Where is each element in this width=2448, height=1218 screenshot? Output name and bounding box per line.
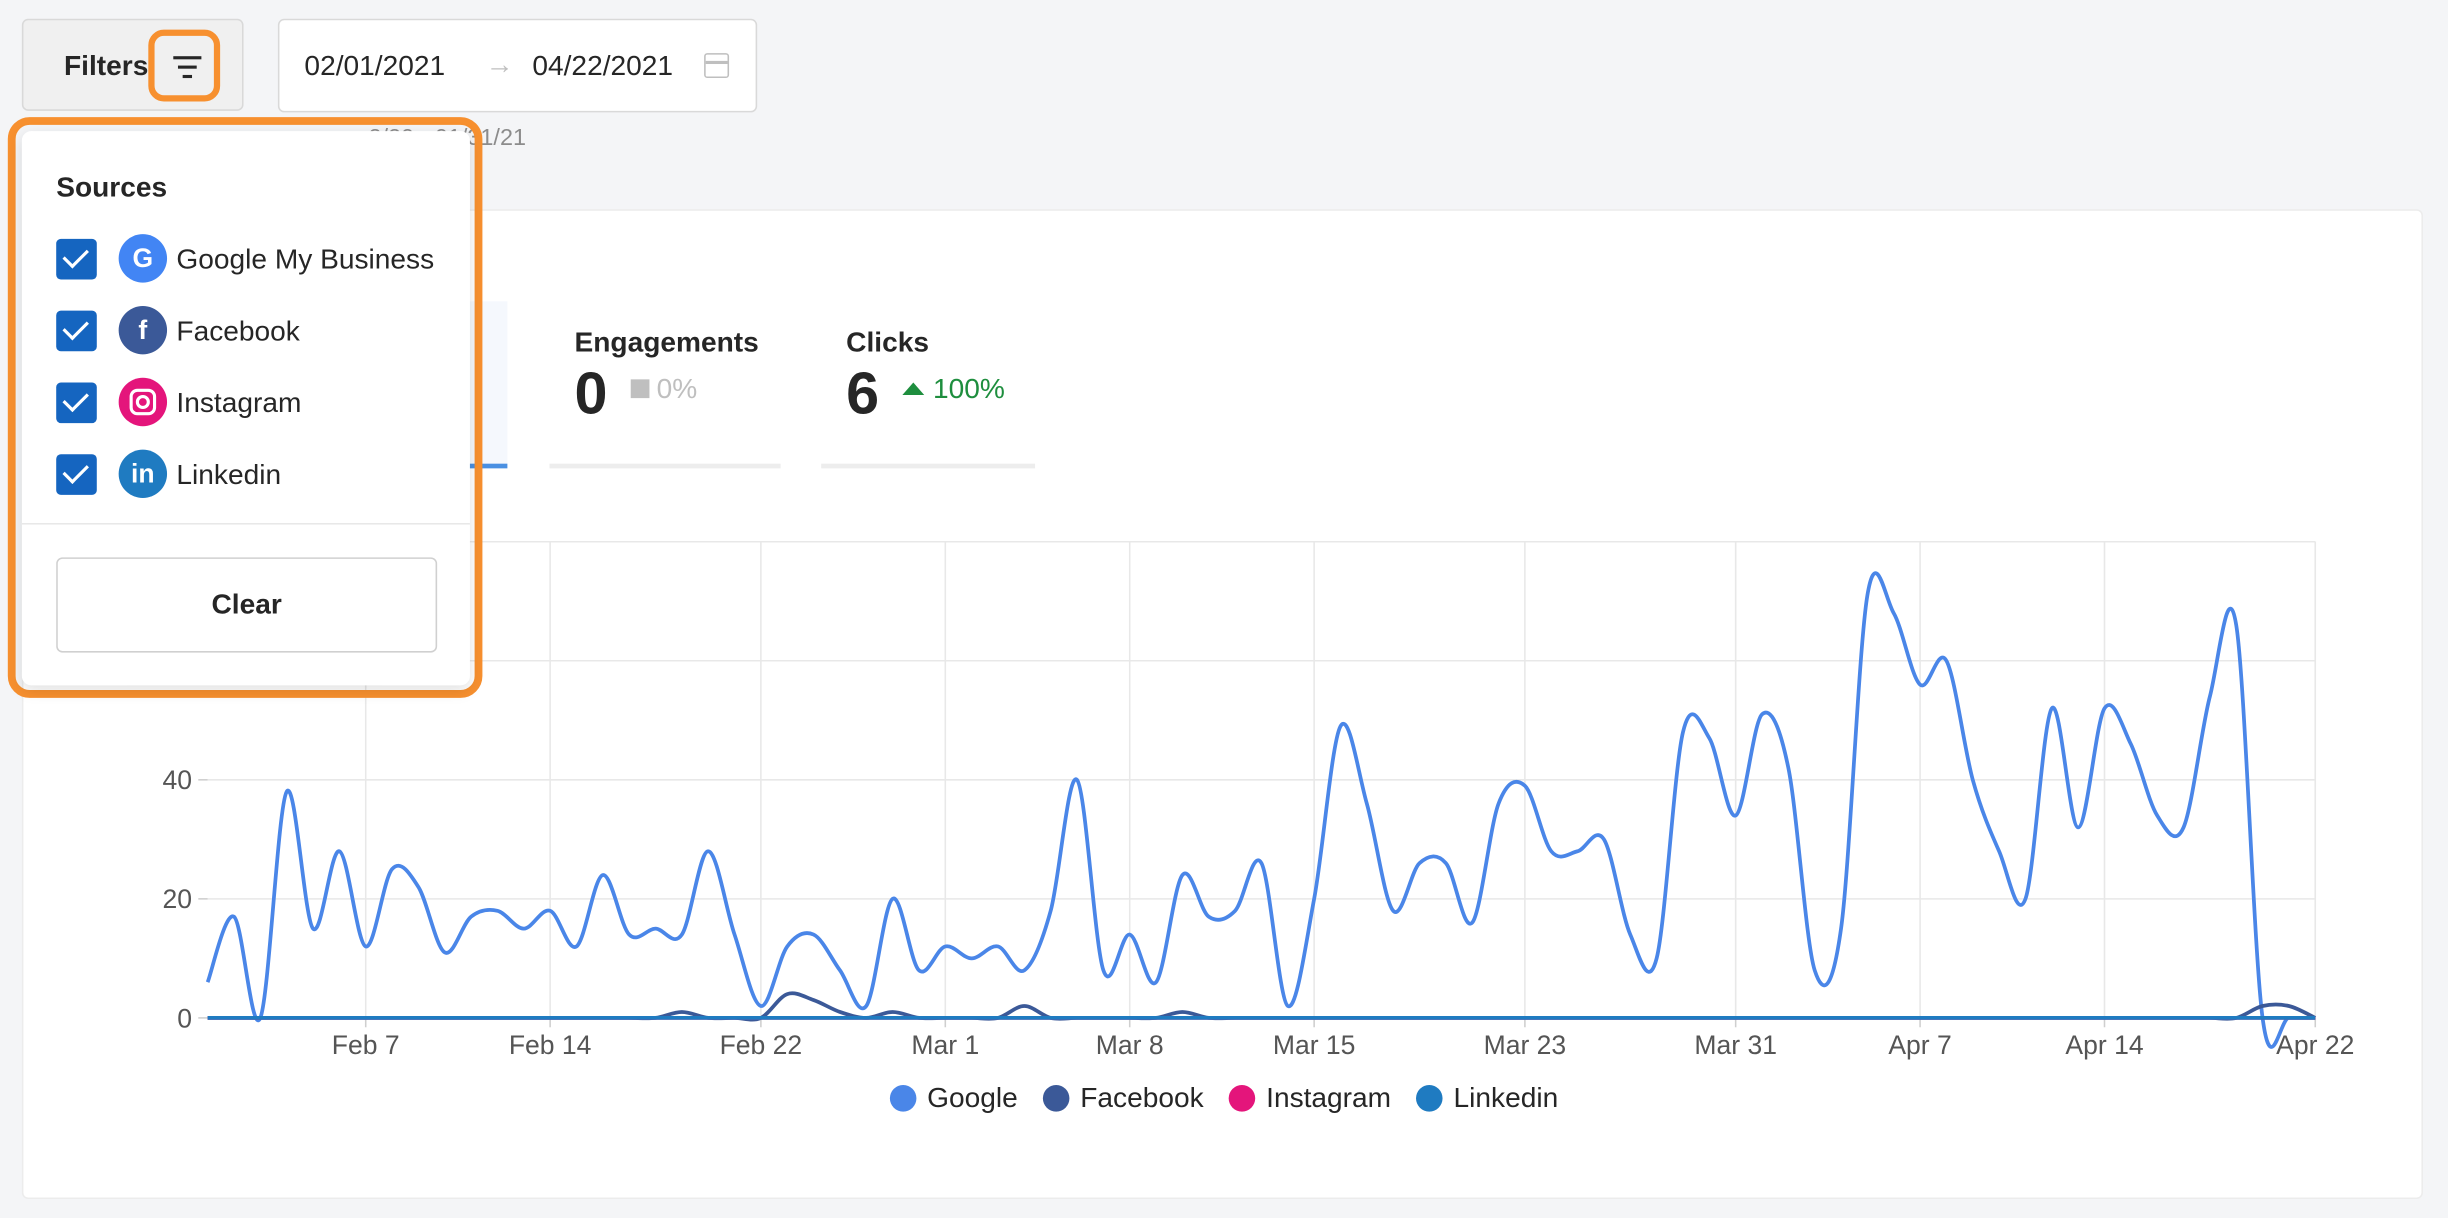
source-label: Google My Business bbox=[176, 243, 435, 275]
source-option-linkedin[interactable]: in Linkedin bbox=[56, 449, 462, 499]
checkbox-google[interactable] bbox=[56, 238, 97, 280]
x-tick-label: Mar 23 bbox=[1484, 1030, 1567, 1060]
x-tick-label: Mar 8 bbox=[1096, 1030, 1164, 1060]
legend-item-facebook[interactable]: Facebook bbox=[1042, 1081, 1204, 1115]
source-option-google[interactable]: G Google My Business bbox=[56, 234, 462, 283]
metric-engagements[interactable]: Engagements 0 0% bbox=[575, 326, 759, 429]
x-tick-label: Apr 22 bbox=[2276, 1030, 2354, 1060]
filters-label: Filters bbox=[64, 49, 149, 82]
metric-label: Clicks bbox=[846, 326, 929, 358]
metric-change: 100% bbox=[901, 373, 1005, 406]
checkbox-instagram[interactable] bbox=[56, 382, 97, 424]
legend-dot bbox=[1042, 1085, 1070, 1112]
arrow-up-icon bbox=[901, 382, 924, 395]
legend-dot bbox=[1228, 1085, 1256, 1112]
x-tick-label: Feb 22 bbox=[720, 1030, 803, 1060]
checkbox-facebook[interactable] bbox=[56, 310, 97, 352]
instagram-icon bbox=[118, 377, 168, 427]
metric-underline bbox=[821, 463, 1036, 469]
metric-change-value: 0% bbox=[656, 373, 698, 405]
date-end[interactable]: 04/22/2021 bbox=[532, 49, 674, 82]
legend-label: Instagram bbox=[1266, 1081, 1392, 1114]
source-label: Instagram bbox=[176, 387, 302, 419]
legend-item-instagram[interactable]: Instagram bbox=[1228, 1081, 1392, 1115]
metric-label: Engagements bbox=[574, 326, 759, 358]
linkedin-icon: in bbox=[118, 449, 168, 499]
metric-value: 6 bbox=[846, 362, 880, 428]
date-start[interactable]: 02/01/2021 bbox=[304, 49, 446, 82]
metric-value: 0 bbox=[574, 362, 608, 428]
x-tick-label: Feb 7 bbox=[332, 1030, 400, 1060]
date-range-picker[interactable]: 02/01/2021 → 04/22/2021 bbox=[277, 18, 758, 113]
dropdown-highlight bbox=[7, 117, 483, 698]
series-line-facebook bbox=[207, 991, 2317, 1022]
legend-item-google[interactable]: Google bbox=[889, 1081, 1018, 1115]
y-tick-label: 0 bbox=[177, 1003, 192, 1033]
filter-icon-highlight[interactable] bbox=[148, 29, 221, 102]
legend-label: Google bbox=[927, 1081, 1018, 1114]
metric-change: 0% bbox=[630, 373, 697, 406]
arrow-right-icon: → bbox=[485, 48, 514, 80]
x-tick-label: Mar 31 bbox=[1694, 1030, 1777, 1060]
calendar-icon[interactable] bbox=[704, 53, 730, 79]
sources-dropdown: Sources G Google My Business f Facebook … bbox=[21, 131, 470, 686]
source-option-facebook[interactable]: f Facebook bbox=[56, 305, 462, 355]
sources-title: Sources bbox=[56, 171, 168, 203]
legend-item-linkedin[interactable]: Linkedin bbox=[1416, 1082, 1558, 1115]
filters-button[interactable]: Filters bbox=[21, 18, 244, 111]
legend-label: Facebook bbox=[1080, 1081, 1204, 1114]
source-label: Facebook bbox=[176, 315, 300, 347]
clear-button[interactable]: Clear bbox=[56, 557, 438, 653]
google-icon: G bbox=[118, 234, 168, 283]
x-tick-label: Feb 14 bbox=[509, 1030, 592, 1060]
x-tick-label: Apr 14 bbox=[2065, 1030, 2143, 1060]
x-tick-label: Mar 1 bbox=[911, 1030, 979, 1060]
source-label: Linkedin bbox=[176, 458, 282, 491]
legend-label: Linkedin bbox=[1453, 1081, 1559, 1114]
metric-underline bbox=[549, 463, 781, 469]
y-tick-label: 20 bbox=[163, 884, 193, 914]
metric-change-value: 100% bbox=[932, 373, 1005, 405]
x-tick-label: Apr 7 bbox=[1888, 1030, 1951, 1060]
facebook-icon: f bbox=[118, 305, 168, 355]
x-tick-label: Mar 15 bbox=[1273, 1030, 1356, 1060]
y-tick-label: 40 bbox=[163, 765, 193, 795]
checkbox-linkedin[interactable] bbox=[56, 454, 97, 495]
legend-dot bbox=[889, 1085, 917, 1112]
chart-legend: Google Facebook Instagram Linkedin bbox=[0, 1082, 2448, 1115]
source-option-instagram[interactable]: Instagram bbox=[56, 377, 462, 427]
metric-clicks[interactable]: Clicks 6 100% bbox=[846, 326, 1005, 429]
dropdown-divider bbox=[21, 523, 470, 525]
series-line-google bbox=[205, 571, 2316, 1049]
neutral-square-icon bbox=[630, 379, 649, 399]
legend-dot bbox=[1416, 1085, 1443, 1112]
filter-icon[interactable] bbox=[173, 56, 202, 79]
